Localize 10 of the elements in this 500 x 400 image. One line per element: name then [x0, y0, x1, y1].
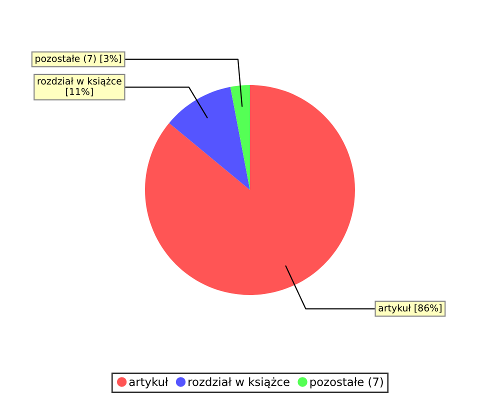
category-label: artykuł [86%]: [378, 304, 442, 314]
pie-slice: [169, 86, 250, 190]
pie-slice: [145, 85, 355, 295]
legend-label: rozdział w książce: [188, 377, 290, 388]
slice-label: rozdział w książce: [38, 77, 122, 86]
legend-label: artykuł: [129, 377, 168, 388]
pie-slice: [230, 85, 250, 190]
category-label: pozostałe (7) [3%]: [36, 54, 122, 64]
data-label: [11%]: [66, 88, 93, 96]
legend-label: pozostałe (7): [310, 377, 383, 388]
